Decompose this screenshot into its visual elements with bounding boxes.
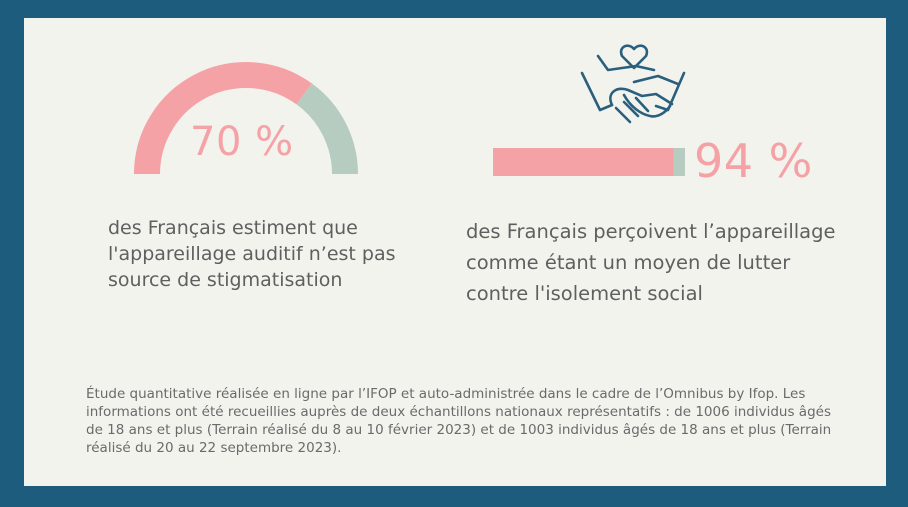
chart-area: [134, 44, 686, 176]
gauge-percentage: 70 %: [190, 119, 294, 165]
gauge-remainder-arc: [296, 83, 358, 175]
handshake-heart-icon: [580, 44, 686, 124]
gauge-description: des Français estiment que l'appareillage…: [108, 217, 396, 291]
infographic-card: 70 % 94 % des Français estiment que l'ap…: [24, 18, 886, 486]
study-footnote: Étude quantitative réalisée en ligne par…: [86, 386, 832, 456]
bar-value: [493, 148, 674, 176]
gauge-value-arc: [134, 62, 312, 175]
bar-percentage: 94 %: [694, 134, 813, 188]
bar-description: des Français perçoivent l’appareillage c…: [466, 220, 836, 305]
